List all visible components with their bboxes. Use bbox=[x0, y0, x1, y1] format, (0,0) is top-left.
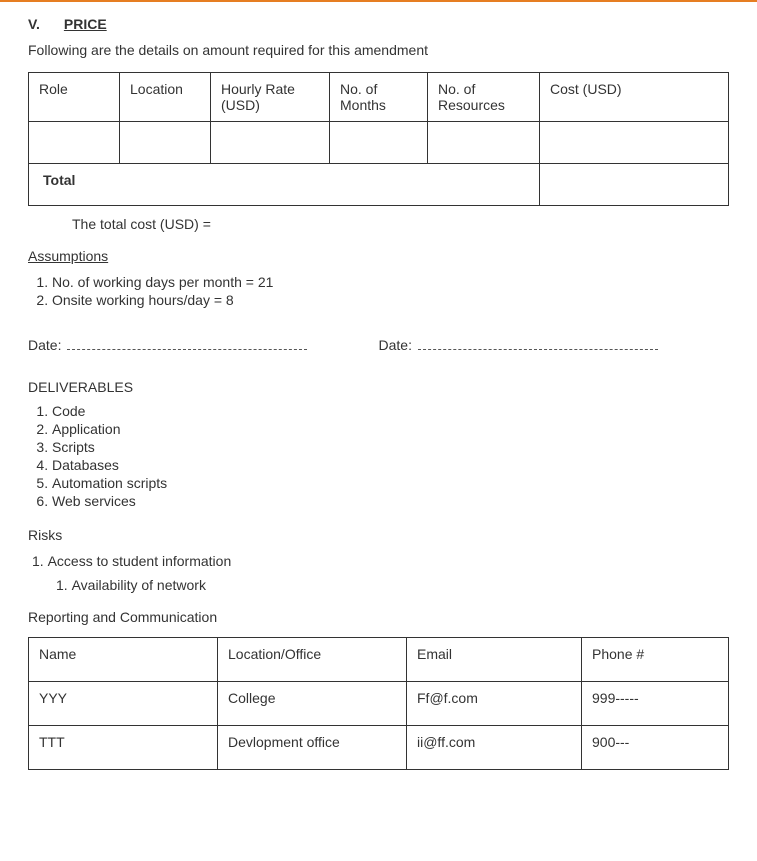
contacts-row: TTT Devlopment office ii@ff.com 900--- bbox=[29, 726, 729, 770]
price-cell bbox=[29, 122, 120, 164]
price-header: Hourly Rate (USD) bbox=[211, 73, 330, 122]
section-title: PRICE bbox=[64, 16, 107, 32]
date-blank-line bbox=[418, 336, 658, 350]
total-cost-line: The total cost (USD) = bbox=[72, 216, 729, 232]
price-data-row bbox=[29, 122, 729, 164]
contacts-cell: 999----- bbox=[582, 682, 729, 726]
price-header: Cost (USD) bbox=[540, 73, 729, 122]
price-header: No. of Months bbox=[330, 73, 428, 122]
contacts-row: YYY College Ff@f.com 999----- bbox=[29, 682, 729, 726]
price-header: No. of Resources bbox=[428, 73, 540, 122]
section-heading: V. PRICE bbox=[28, 16, 729, 32]
section-roman: V. bbox=[28, 16, 60, 32]
price-table: Role Location Hourly Rate (USD) No. of M… bbox=[28, 72, 729, 206]
document-page: V. PRICE Following are the details on am… bbox=[0, 2, 757, 798]
deliverable-item: Code bbox=[52, 403, 729, 419]
price-cell bbox=[211, 122, 330, 164]
deliverable-item: Application bbox=[52, 421, 729, 437]
date-label: Date: bbox=[379, 337, 412, 353]
contacts-header: Name bbox=[29, 638, 218, 682]
contacts-cell: 900--- bbox=[582, 726, 729, 770]
contacts-header-row: Name Location/Office Email Phone # bbox=[29, 638, 729, 682]
contacts-cell: ii@ff.com bbox=[407, 726, 582, 770]
contacts-header: Email bbox=[407, 638, 582, 682]
date-label: Date: bbox=[28, 337, 61, 353]
contacts-cell: Devlopment office bbox=[218, 726, 407, 770]
contacts-header: Phone # bbox=[582, 638, 729, 682]
deliverable-item: Databases bbox=[52, 457, 729, 473]
price-cell bbox=[428, 122, 540, 164]
contacts-cell: TTT bbox=[29, 726, 218, 770]
assumption-item: Onsite working hours/day = 8 bbox=[52, 292, 729, 308]
price-total-label: Total bbox=[29, 164, 540, 206]
deliverables-list: Code Application Scripts Databases Autom… bbox=[52, 403, 729, 509]
assumptions-list: No. of working days per month = 21 Onsit… bbox=[52, 274, 729, 308]
risk-outer-item: Access to student information Availabili… bbox=[28, 553, 729, 593]
contacts-header: Location/Office bbox=[218, 638, 407, 682]
price-header: Location bbox=[120, 73, 211, 122]
price-cell bbox=[540, 122, 729, 164]
price-cell bbox=[120, 122, 211, 164]
price-header-row: Role Location Hourly Rate (USD) No. of M… bbox=[29, 73, 729, 122]
price-total-row: Total bbox=[29, 164, 729, 206]
contacts-cell: YYY bbox=[29, 682, 218, 726]
date-col-right: Date: bbox=[379, 336, 730, 353]
assumption-item: No. of working days per month = 21 bbox=[52, 274, 729, 290]
deliverable-item: Scripts bbox=[52, 439, 729, 455]
contacts-cell: Ff@f.com bbox=[407, 682, 582, 726]
risk-outer-text: Access to student information bbox=[48, 553, 232, 569]
contacts-table: Name Location/Office Email Phone # YYY C… bbox=[28, 637, 729, 770]
intro-text: Following are the details on amount requ… bbox=[28, 42, 729, 58]
deliverable-item: Web services bbox=[52, 493, 729, 509]
assumptions-title: Assumptions bbox=[28, 248, 729, 264]
risks-title: Risks bbox=[28, 527, 729, 543]
deliverables-title: DELIVERABLES bbox=[28, 379, 729, 395]
date-col-left: Date: bbox=[28, 336, 379, 353]
price-header: Role bbox=[29, 73, 120, 122]
risks-inner-list: Availability of network bbox=[56, 577, 729, 593]
date-row: Date: Date: bbox=[28, 336, 729, 353]
risk-inner-item: Availability of network bbox=[56, 577, 729, 593]
contacts-cell: College bbox=[218, 682, 407, 726]
deliverable-item: Automation scripts bbox=[52, 475, 729, 491]
date-blank-line bbox=[67, 336, 307, 350]
risks-outer-list: Access to student information Availabili… bbox=[28, 553, 729, 593]
price-cell bbox=[330, 122, 428, 164]
price-total-value bbox=[540, 164, 729, 206]
reporting-title: Reporting and Communication bbox=[28, 609, 729, 625]
